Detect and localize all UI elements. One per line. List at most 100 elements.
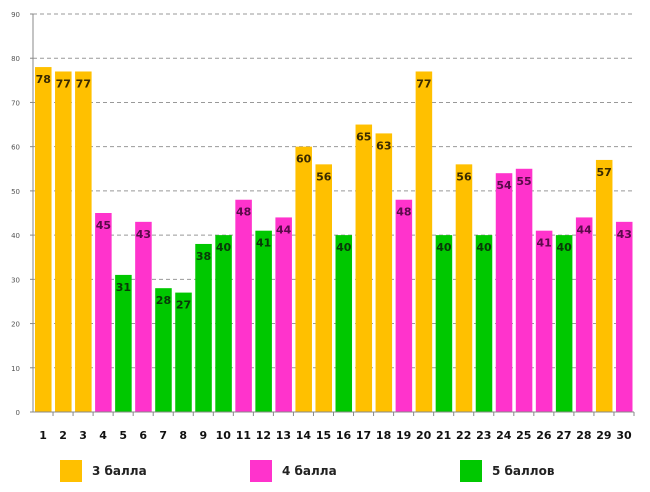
data-label: 38 <box>196 250 211 263</box>
x-tick-label: 3 <box>79 429 87 442</box>
bar <box>355 124 373 413</box>
y-tick-label: 60 <box>11 144 20 152</box>
data-label: 55 <box>516 175 531 188</box>
bar <box>275 217 292 412</box>
data-label: 44 <box>276 223 292 236</box>
y-tick-label: 90 <box>11 11 20 19</box>
bar <box>135 221 152 412</box>
bar <box>395 199 413 412</box>
data-label: 63 <box>376 139 391 152</box>
x-tick-label: 13 <box>276 429 291 442</box>
x-tick-label: 15 <box>316 429 331 442</box>
data-label: 44 <box>577 223 593 236</box>
x-tick-label: 4 <box>99 429 107 442</box>
x-tick-label: 14 <box>296 429 312 442</box>
data-label: 27 <box>176 299 191 312</box>
x-tick-label: 10 <box>216 429 232 442</box>
x-tick-label: 29 <box>596 429 611 442</box>
bar <box>195 243 212 412</box>
data-label: 78 <box>36 73 51 86</box>
bar <box>515 168 533 412</box>
bar <box>95 213 112 412</box>
legend-item-3: 3 балла <box>60 459 147 483</box>
bar <box>55 71 72 412</box>
data-label: 41 <box>256 237 271 250</box>
x-tick-label: 21 <box>436 429 451 442</box>
data-label: 77 <box>416 77 431 90</box>
x-tick-label: 2 <box>59 429 67 442</box>
x-tick-label: 11 <box>236 429 251 442</box>
data-label: 65 <box>356 131 371 144</box>
y-tick-label: 0 <box>16 409 20 417</box>
x-tick-label: 30 <box>616 429 632 442</box>
data-label: 48 <box>396 206 411 219</box>
data-label: 41 <box>536 237 551 250</box>
data-label: 45 <box>96 219 111 232</box>
x-tick-label: 25 <box>516 429 531 442</box>
bar <box>335 235 353 412</box>
x-tick-label: 17 <box>356 429 371 442</box>
bar <box>415 71 433 412</box>
x-tick-label: 19 <box>396 429 411 442</box>
data-label: 56 <box>316 170 332 183</box>
y-tick-label: 80 <box>11 55 20 63</box>
bar <box>35 67 52 413</box>
data-label: 40 <box>476 241 492 254</box>
data-label: 56 <box>456 170 472 183</box>
x-tick-label: 12 <box>256 429 271 442</box>
x-tick-label: 20 <box>416 429 432 442</box>
x-tick-label: 1 <box>39 429 47 442</box>
legend-label-3: 3 балла <box>92 464 147 478</box>
legend-label-4: 4 балла <box>282 464 337 478</box>
data-label: 28 <box>156 294 171 307</box>
data-label: 77 <box>56 77 71 90</box>
bar <box>255 230 272 412</box>
x-tick-label: 8 <box>179 429 187 442</box>
y-tick-label: 40 <box>11 232 20 240</box>
data-label: 48 <box>236 206 251 219</box>
bar <box>455 164 473 412</box>
data-label: 43 <box>136 228 151 241</box>
legend-swatch-3 <box>60 460 82 482</box>
bar <box>215 235 232 412</box>
x-tick-label: 6 <box>139 429 147 442</box>
x-tick-label: 7 <box>159 429 167 442</box>
bar <box>575 217 593 412</box>
bar <box>475 235 493 412</box>
bar <box>615 221 633 412</box>
bar <box>235 199 252 412</box>
legend-swatch-5 <box>460 460 482 482</box>
legend-item-5: 5 баллов <box>460 459 554 483</box>
bar <box>115 274 132 412</box>
x-tick-label: 22 <box>456 429 471 442</box>
x-tick-label: 27 <box>556 429 571 442</box>
data-label: 40 <box>556 241 572 254</box>
data-label: 54 <box>496 179 512 192</box>
x-tick-label: 26 <box>536 429 552 442</box>
bar <box>75 71 92 412</box>
data-label: 31 <box>116 281 131 294</box>
legend-item-4: 4 балла <box>250 459 337 483</box>
data-label: 57 <box>597 166 612 179</box>
x-tick-label: 16 <box>336 429 352 442</box>
bar <box>155 288 172 412</box>
x-tick-label: 28 <box>576 429 591 442</box>
bar <box>295 146 312 412</box>
bar <box>595 159 613 412</box>
data-label: 60 <box>296 153 312 166</box>
x-tick-label: 23 <box>476 429 491 442</box>
data-label: 77 <box>76 77 91 90</box>
y-tick-label: 10 <box>11 365 20 373</box>
y-tick-label: 70 <box>11 99 20 107</box>
y-tick-label: 20 <box>11 321 20 329</box>
bar <box>375 133 393 412</box>
bar <box>315 164 332 412</box>
bar <box>495 173 513 412</box>
bar <box>175 292 192 412</box>
x-tick-label: 5 <box>119 429 127 442</box>
data-label: 40 <box>336 241 352 254</box>
data-label: 40 <box>216 241 232 254</box>
x-tick-label: 24 <box>496 429 512 442</box>
legend-swatch-4 <box>250 460 272 482</box>
x-tick-label: 18 <box>376 429 391 442</box>
